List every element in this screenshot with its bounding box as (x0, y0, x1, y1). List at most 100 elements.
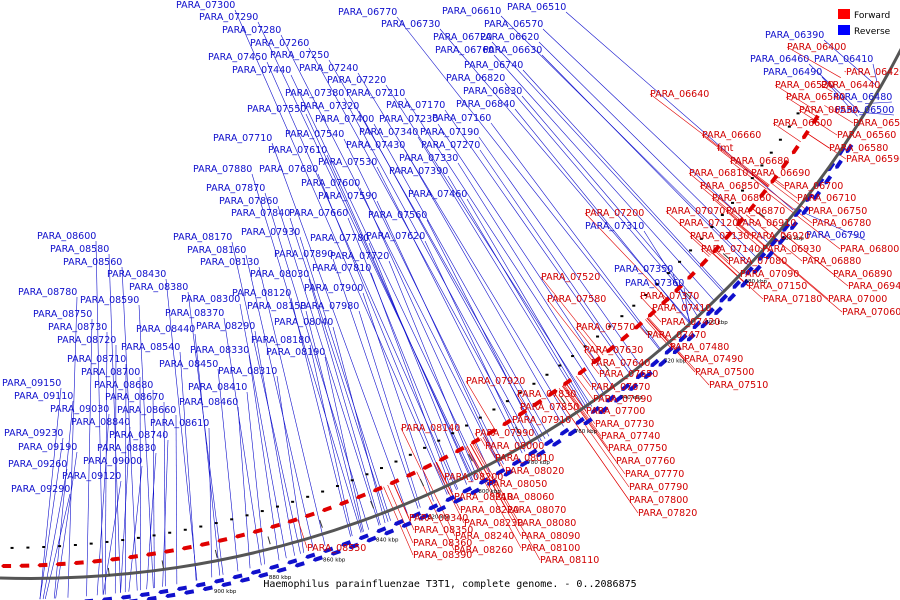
gene-label: PARA_08230 (464, 518, 523, 529)
forward-gene (736, 217, 745, 227)
leader-line (231, 241, 301, 554)
leader-line (257, 21, 476, 481)
gene-label: PARA_08000 (485, 441, 544, 452)
leader-line (388, 260, 478, 479)
leader-line (290, 74, 482, 477)
reverse-gene (348, 542, 359, 550)
reverse-gene (269, 563, 280, 570)
gene-mark (58, 545, 62, 548)
reverse-gene (202, 585, 213, 592)
leader-line (347, 217, 459, 490)
reverse-gene (358, 533, 369, 541)
scale-ticks: 660 kbp 680 kbp 700 kbp 720 kbp 740 kbp 760 k… (107, 211, 804, 600)
gene-mark (437, 439, 441, 442)
gene-label: PARA_08580 (50, 244, 109, 255)
forward-gene (687, 271, 696, 280)
gene-label: PARA_06750 (808, 206, 867, 217)
gene-mark (365, 473, 369, 476)
forward-gene (270, 522, 281, 529)
reverse-gene (120, 594, 131, 600)
tick-mark (370, 500, 375, 509)
tick-label: 840 kbp (376, 538, 399, 544)
leader-line (470, 443, 508, 511)
gene-label: PARA_07440 (232, 65, 291, 76)
forward-gene (109, 556, 121, 562)
leader-line (639, 295, 655, 312)
leader-line (358, 310, 421, 508)
forward-gene (712, 244, 721, 254)
reverse-gene (330, 549, 341, 556)
gene-label: PARA_09260 (8, 459, 67, 470)
tick-label: 660 kbp (781, 236, 804, 242)
leader-line (469, 444, 522, 537)
leader-line (162, 439, 169, 587)
leader-line (711, 197, 741, 223)
forward-gene (759, 188, 768, 198)
tick-label: 720 kbp (664, 359, 687, 365)
reverse-gene (486, 478, 497, 486)
gene-label: PARA_07700 (586, 406, 645, 417)
gene-label: PARA_07550 (247, 104, 306, 115)
gene-label: PARA_06880 (802, 256, 861, 267)
tick-label: 900 kbp (214, 589, 237, 595)
gene-label: PARA_07230 (379, 114, 438, 125)
gene-label: PARA_08190 (266, 347, 325, 358)
gene-mark (230, 518, 234, 521)
forward-gene (163, 548, 175, 554)
gene-label: PARA_06910 (737, 218, 796, 229)
gene-mark (545, 373, 549, 376)
reverse-gene (258, 572, 269, 578)
leader-line (714, 250, 741, 275)
leader-line (521, 95, 705, 311)
gene-mark (655, 283, 659, 286)
leader-line (580, 372, 592, 388)
leader-line (645, 319, 671, 348)
leader-line (500, 15, 750, 263)
forward-gene (802, 129, 810, 140)
leader-line (324, 356, 364, 532)
gene-mark (492, 408, 496, 411)
reverse-gene (419, 513, 429, 521)
gene-mark (423, 446, 427, 449)
gene-label: PARA_07910 (512, 415, 571, 426)
genome-backbone-arc (0, 47, 900, 580)
leader-line (729, 160, 767, 190)
gene-mark (105, 540, 109, 543)
gene-mark (152, 534, 156, 537)
leader-line (590, 362, 593, 365)
legend: Forward Reverse (838, 9, 891, 37)
leader-line (750, 172, 769, 187)
gene-label: PARA_07770 (625, 469, 684, 480)
gene-label: PARA_07820 (638, 508, 697, 519)
gene-label: PARA_06820 (446, 73, 505, 84)
reverse-gene (599, 406, 609, 415)
leader-line (735, 226, 763, 250)
leader-line (575, 326, 601, 358)
reverse-gene (158, 588, 169, 595)
gene-label: PARA_08080 (517, 518, 576, 529)
leader-line (583, 349, 594, 363)
gene-label: PARA_06760 (435, 45, 494, 56)
leader-line (67, 296, 78, 598)
reverse-gene (583, 417, 593, 426)
leader-line (774, 84, 820, 114)
gene-mark (741, 189, 745, 192)
leader-line (558, 388, 630, 488)
gene-mark (760, 164, 764, 167)
gene-label: PARA_06700 (784, 181, 843, 192)
reverse-gene (635, 370, 645, 380)
forward-gene (781, 159, 790, 170)
gene-label: PARA_06630 (483, 45, 542, 56)
gene-mark (335, 485, 339, 488)
reverse-gene (801, 205, 810, 216)
leader-line (480, 438, 486, 447)
reverse-gene (366, 535, 377, 543)
gene-mark (731, 201, 735, 204)
reverse-gene (567, 428, 578, 437)
tick-mark (758, 211, 766, 218)
gene-label: PARA_08450 (159, 359, 218, 370)
gene-label: PARA_08060 (495, 492, 554, 503)
gene-mark (532, 382, 536, 385)
gene-label: PARA_07930 (241, 227, 300, 238)
